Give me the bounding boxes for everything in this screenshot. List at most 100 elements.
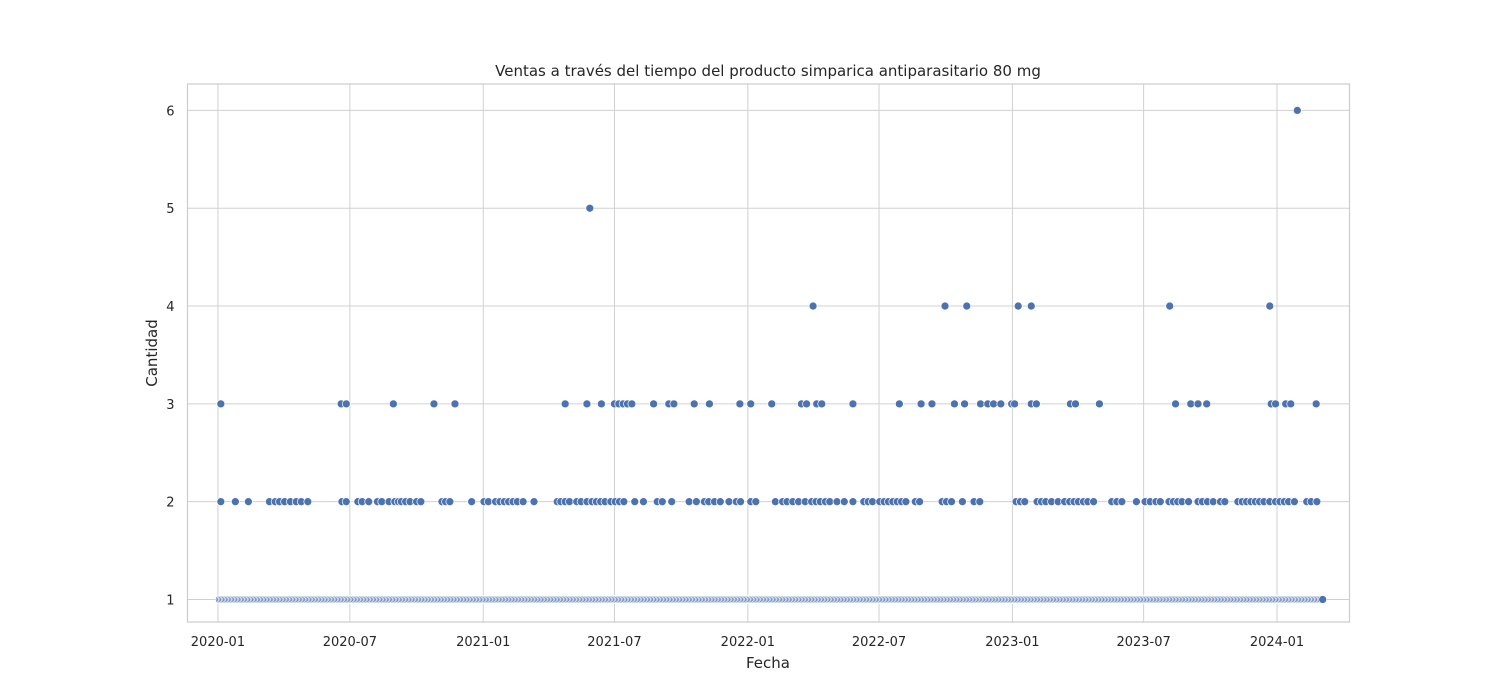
data-point	[839, 497, 849, 507]
x-tick-label: 2023-07	[1116, 635, 1170, 650]
data-point	[976, 399, 985, 409]
data-point	[692, 497, 701, 507]
data-point	[1020, 497, 1030, 507]
data-point	[715, 497, 725, 507]
data-point	[429, 399, 439, 409]
data-point	[216, 497, 226, 507]
x-tick-label: 2022-07	[852, 635, 906, 650]
data-point	[377, 497, 387, 507]
data-point	[303, 497, 313, 507]
x-axis-label: Fecha	[746, 654, 790, 672]
data-point	[947, 497, 956, 507]
data-point	[767, 399, 777, 409]
data-point	[901, 497, 911, 507]
x-tick-label: 2022-01	[721, 635, 775, 650]
x-tick-label: 2021-01	[456, 635, 510, 650]
data-point	[649, 399, 658, 409]
y-tick-label: 6	[166, 104, 174, 119]
data-point	[915, 497, 924, 507]
data-point	[916, 399, 926, 409]
data-point	[244, 497, 253, 507]
data-point	[1193, 399, 1203, 409]
y-axis-label: Cantidad	[143, 319, 161, 386]
data-point	[1155, 497, 1165, 507]
grid-layer	[187, 84, 1350, 622]
data-point	[483, 497, 493, 507]
data-point	[848, 497, 858, 507]
data-point	[1071, 399, 1080, 409]
data-point	[817, 399, 827, 409]
data-point	[341, 399, 351, 409]
data-point	[1220, 497, 1230, 507]
plot-frame	[186, 83, 1351, 623]
x-tick-label: 2023-01	[985, 635, 1039, 650]
data-point	[960, 399, 969, 409]
chart-title: Ventas a través del tiempo del producto …	[495, 62, 1041, 80]
data-point	[1095, 399, 1104, 409]
data-point	[751, 497, 761, 507]
data-point	[950, 399, 959, 409]
data-point	[639, 497, 648, 507]
data-point	[1165, 301, 1175, 311]
data-point	[975, 497, 985, 507]
data-point	[1318, 595, 1328, 604]
y-tick-label: 3	[166, 398, 174, 413]
data-point	[962, 301, 972, 311]
data-point	[1186, 399, 1196, 409]
data-point	[1271, 399, 1280, 409]
data-point	[1311, 399, 1321, 409]
data-point	[341, 497, 351, 507]
data-point	[894, 399, 904, 409]
data-point	[705, 399, 714, 409]
data-point	[927, 399, 937, 409]
data-point	[445, 497, 455, 507]
data-point	[565, 497, 574, 507]
data-point	[1031, 399, 1041, 409]
data-point	[630, 497, 640, 507]
data-point	[560, 399, 570, 409]
data-point	[832, 497, 842, 507]
data-point	[996, 399, 1006, 409]
y-tick-label: 5	[166, 202, 174, 217]
data-point	[848, 399, 858, 409]
data-point	[669, 399, 679, 409]
data-point	[1286, 399, 1296, 409]
data-point	[1010, 399, 1019, 409]
data-point	[735, 399, 745, 409]
data-point	[1292, 106, 1302, 115]
x-tick-label: 2024-01	[1250, 635, 1304, 650]
data-point	[667, 497, 677, 507]
data-point	[1013, 301, 1023, 311]
data-point	[585, 203, 595, 213]
data-point	[1171, 399, 1180, 409]
data-point	[746, 399, 756, 409]
data-point	[1184, 497, 1193, 507]
data-point	[868, 497, 877, 507]
points-layer	[215, 106, 1328, 604]
data-point	[808, 301, 818, 311]
data-point	[230, 497, 240, 507]
data-point	[657, 497, 667, 507]
data-point	[582, 399, 592, 409]
data-point	[1132, 497, 1141, 507]
y-tick-labels: 1 2 3 4 5 6	[166, 104, 174, 608]
x-tick-label: 2020-07	[323, 635, 377, 650]
data-point	[1202, 399, 1212, 409]
data-point	[627, 399, 637, 409]
data-point	[684, 497, 694, 507]
y-tick-label: 1	[166, 594, 174, 609]
data-point	[450, 399, 460, 409]
x-tick-labels: 2020-01 2020-07 2021-01 2021-07 2022-01 2022-…	[191, 635, 1304, 650]
data-point	[216, 399, 226, 409]
data-point	[518, 497, 528, 507]
data-point	[1312, 497, 1322, 507]
data-point	[467, 497, 477, 507]
data-point	[416, 497, 426, 507]
data-point	[1026, 301, 1036, 311]
data-point	[1089, 497, 1098, 507]
y-tick-label: 4	[166, 300, 174, 315]
data-point	[724, 497, 734, 507]
data-point	[736, 497, 745, 507]
data-point	[529, 497, 539, 507]
